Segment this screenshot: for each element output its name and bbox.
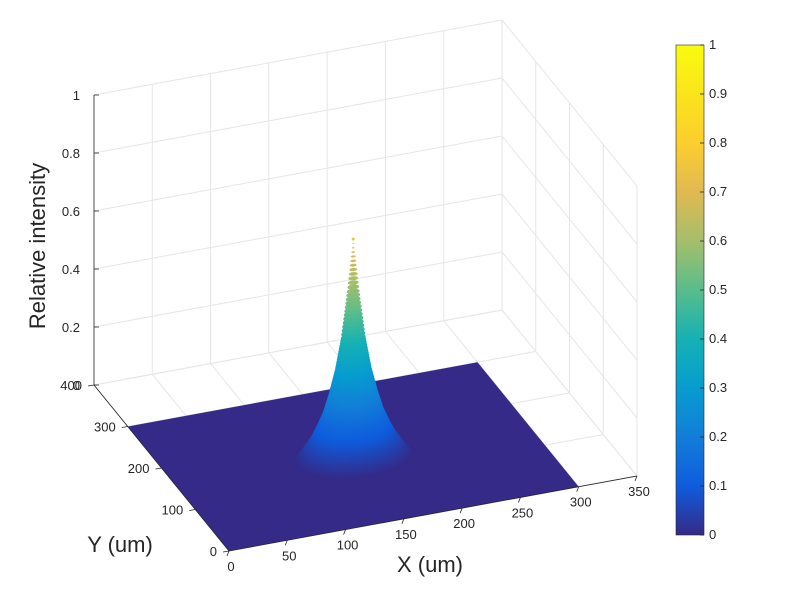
surface-band <box>348 276 359 281</box>
surface-band <box>351 251 356 253</box>
y-tick-label: 200 <box>128 461 150 476</box>
colorbar-tick-label: 0.6 <box>709 233 727 248</box>
colorbar-gradient <box>675 44 705 536</box>
y-tick-label: 0 <box>210 544 217 559</box>
x-axis-label: X (um) <box>397 552 463 577</box>
x-tick-mark <box>401 518 405 525</box>
x-tick-label: 100 <box>337 538 359 553</box>
x-tick-mark <box>518 497 521 503</box>
tick-labels: 050100150200250300350010020030040000.20.… <box>60 88 650 574</box>
x-tick-label: 200 <box>453 516 475 531</box>
colorbar-tick-label: 0.8 <box>709 135 727 150</box>
grid-line <box>501 135 638 303</box>
grid-lines <box>93 19 638 552</box>
x-tick-mark <box>459 507 463 514</box>
surface-band <box>350 255 356 258</box>
surface-plot <box>127 237 579 551</box>
colorbar-tick-label: 0 <box>709 527 716 542</box>
y-axis-label: Y (um) <box>87 532 153 557</box>
y-tick-mark <box>222 550 230 553</box>
x-tick-label: 50 <box>282 548 296 563</box>
y-tick-mark <box>121 426 128 428</box>
z-tick-label: 0.2 <box>62 320 80 335</box>
y-tick-mark <box>155 467 162 470</box>
colorbar-tick-label: 1 <box>709 37 716 52</box>
grid-line <box>93 19 503 96</box>
x-tick-label: 150 <box>395 527 417 542</box>
grid-line <box>93 135 503 212</box>
colorbar-tick-label: 0.4 <box>709 331 727 346</box>
y-tick-label: 300 <box>94 420 116 435</box>
x-tick-mark <box>634 475 638 482</box>
colorbar: 0 0.1 0.2 0.3 0.4 0.5 0.6 0.7 0.8 0.9 1 <box>675 37 727 542</box>
colorbar-tick-label: 0.5 <box>709 282 727 297</box>
grid-line <box>93 77 503 154</box>
colorbar-tick-label: 0.3 <box>709 380 727 395</box>
y-tick-mark <box>189 509 196 511</box>
x-tick-label: 300 <box>570 495 592 510</box>
surface-band <box>350 259 357 263</box>
z-tick-label: 0.6 <box>62 204 80 219</box>
x-axis-line <box>228 475 638 552</box>
y-tick-mark <box>87 384 95 387</box>
surface-band <box>347 280 359 285</box>
y-tick-label: 100 <box>162 503 184 518</box>
x-tick-mark <box>284 540 288 546</box>
x-tick-mark <box>576 486 580 492</box>
z-tick-label: 0.4 <box>62 262 80 277</box>
x-tick-label: 350 <box>628 484 650 499</box>
colorbar-tick-label: 0.1 <box>709 478 727 493</box>
y-tick-label: 400 <box>60 378 82 393</box>
z-tick-label: 1 <box>73 88 80 103</box>
grid-line <box>501 77 638 245</box>
z-tick-label: 0 <box>73 378 80 393</box>
surface-band <box>349 267 358 272</box>
grid-line <box>93 193 503 270</box>
grid-line <box>501 19 638 187</box>
x-tick-label: 0 <box>227 559 234 574</box>
grid-line <box>93 251 503 328</box>
z-tick-label: 0.8 <box>62 146 80 161</box>
x-tick-mark <box>226 550 230 557</box>
grid-line <box>501 251 638 419</box>
x-tick-mark <box>343 529 346 535</box>
colorbar-tick-label: 0.2 <box>709 429 727 444</box>
colorbar-ticks: 0 0.1 0.2 0.3 0.4 0.5 0.6 0.7 0.8 0.9 1 <box>700 37 727 542</box>
grid-line <box>501 193 638 361</box>
surface-band <box>348 272 358 276</box>
surface-band <box>351 247 355 249</box>
surface-band <box>349 263 357 267</box>
surface-band <box>346 288 360 294</box>
z-axis-label: Relative intensity <box>25 163 50 329</box>
surface-peak <box>351 237 355 241</box>
colorbar-tick-label: 0.7 <box>709 184 727 199</box>
grid-line <box>93 309 503 386</box>
surface-band <box>347 284 360 290</box>
colorbar-tick-label: 0.9 <box>709 86 727 101</box>
x-tick-label: 250 <box>512 505 534 520</box>
